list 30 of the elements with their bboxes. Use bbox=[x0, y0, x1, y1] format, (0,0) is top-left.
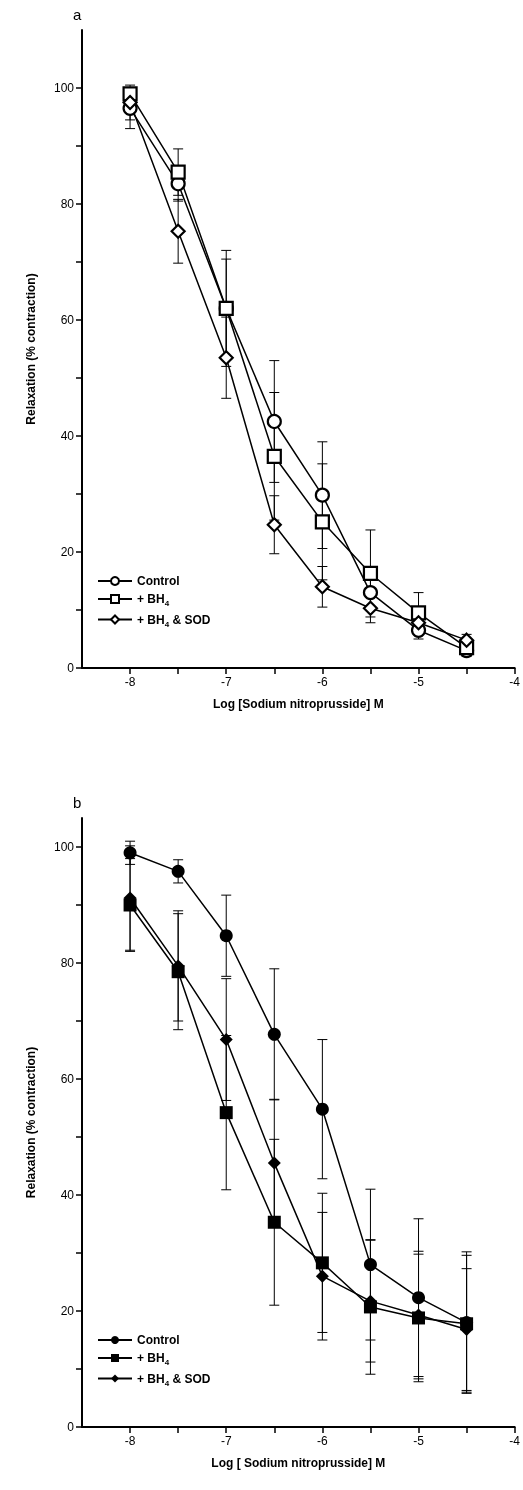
x-axis-title: Log [Sodium nitroprusside] M bbox=[213, 697, 384, 711]
y-axis-title: Relaxation (% contraction) bbox=[24, 273, 38, 425]
x-tick-label: -8 bbox=[124, 675, 136, 689]
x-tick-label: -7 bbox=[220, 1434, 232, 1448]
x-tick-label: -4 bbox=[509, 1434, 521, 1448]
x-tick-label: -7 bbox=[220, 675, 232, 689]
y-tick-label: 60 bbox=[60, 313, 75, 327]
x-axis-title: Log [ Sodium nitroprusside] M bbox=[211, 1456, 386, 1470]
x-tick-label: -6 bbox=[317, 1434, 329, 1448]
legend-label: Control bbox=[137, 574, 180, 588]
y-tick-label: 80 bbox=[60, 197, 75, 211]
y-tick-label: 40 bbox=[60, 1188, 75, 1202]
x-tick-label: -5 bbox=[413, 1434, 425, 1448]
y-tick-label: 20 bbox=[60, 1304, 75, 1318]
y-tick-label: 20 bbox=[60, 545, 75, 559]
chart-title: a bbox=[73, 6, 82, 23]
y-tick-label: 0 bbox=[67, 1420, 75, 1434]
y-tick-label: 0 bbox=[67, 661, 75, 675]
y-tick-label: 100 bbox=[53, 81, 75, 95]
x-tick-label: -5 bbox=[413, 675, 425, 689]
y-tick-label: 100 bbox=[53, 840, 75, 854]
y-tick-label: 40 bbox=[60, 429, 75, 443]
chart-title: b bbox=[73, 794, 82, 811]
x-tick-label: -6 bbox=[317, 675, 329, 689]
y-tick-label: 80 bbox=[60, 956, 75, 970]
y-axis-title: Relaxation (% contraction) bbox=[24, 1046, 38, 1199]
y-tick-label: 60 bbox=[60, 1072, 75, 1086]
x-tick-label: -4 bbox=[509, 675, 521, 689]
x-tick-label: -8 bbox=[124, 1434, 136, 1448]
legend-label: Control bbox=[137, 1333, 180, 1347]
